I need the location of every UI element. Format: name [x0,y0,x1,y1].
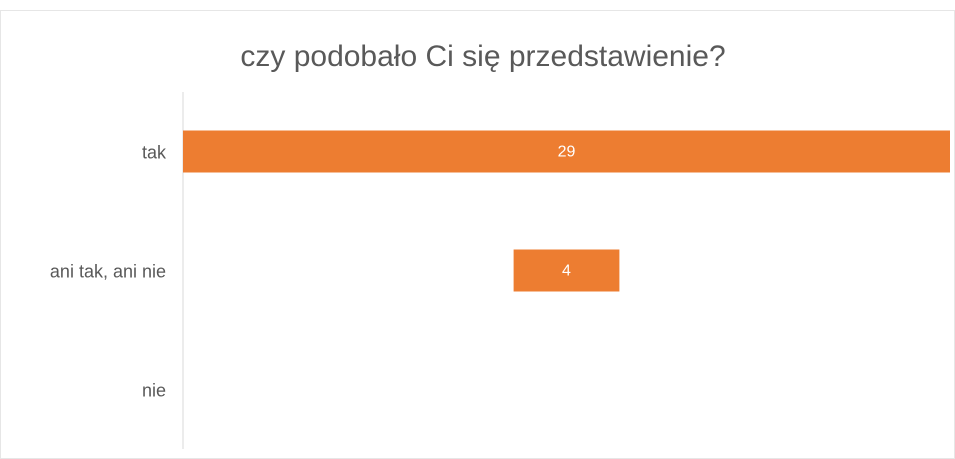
category-label: tak [142,142,167,162]
data-label: 29 [558,144,576,161]
chart-frame [0,10,955,459]
category-label: nie [142,380,166,400]
chart-title: czy podobało Ci się przedstawienie? [240,40,725,73]
bar [183,130,950,173]
category-label: ani tak, ani nie [50,261,166,281]
data-label: 4 [562,263,571,280]
bar [513,249,620,292]
